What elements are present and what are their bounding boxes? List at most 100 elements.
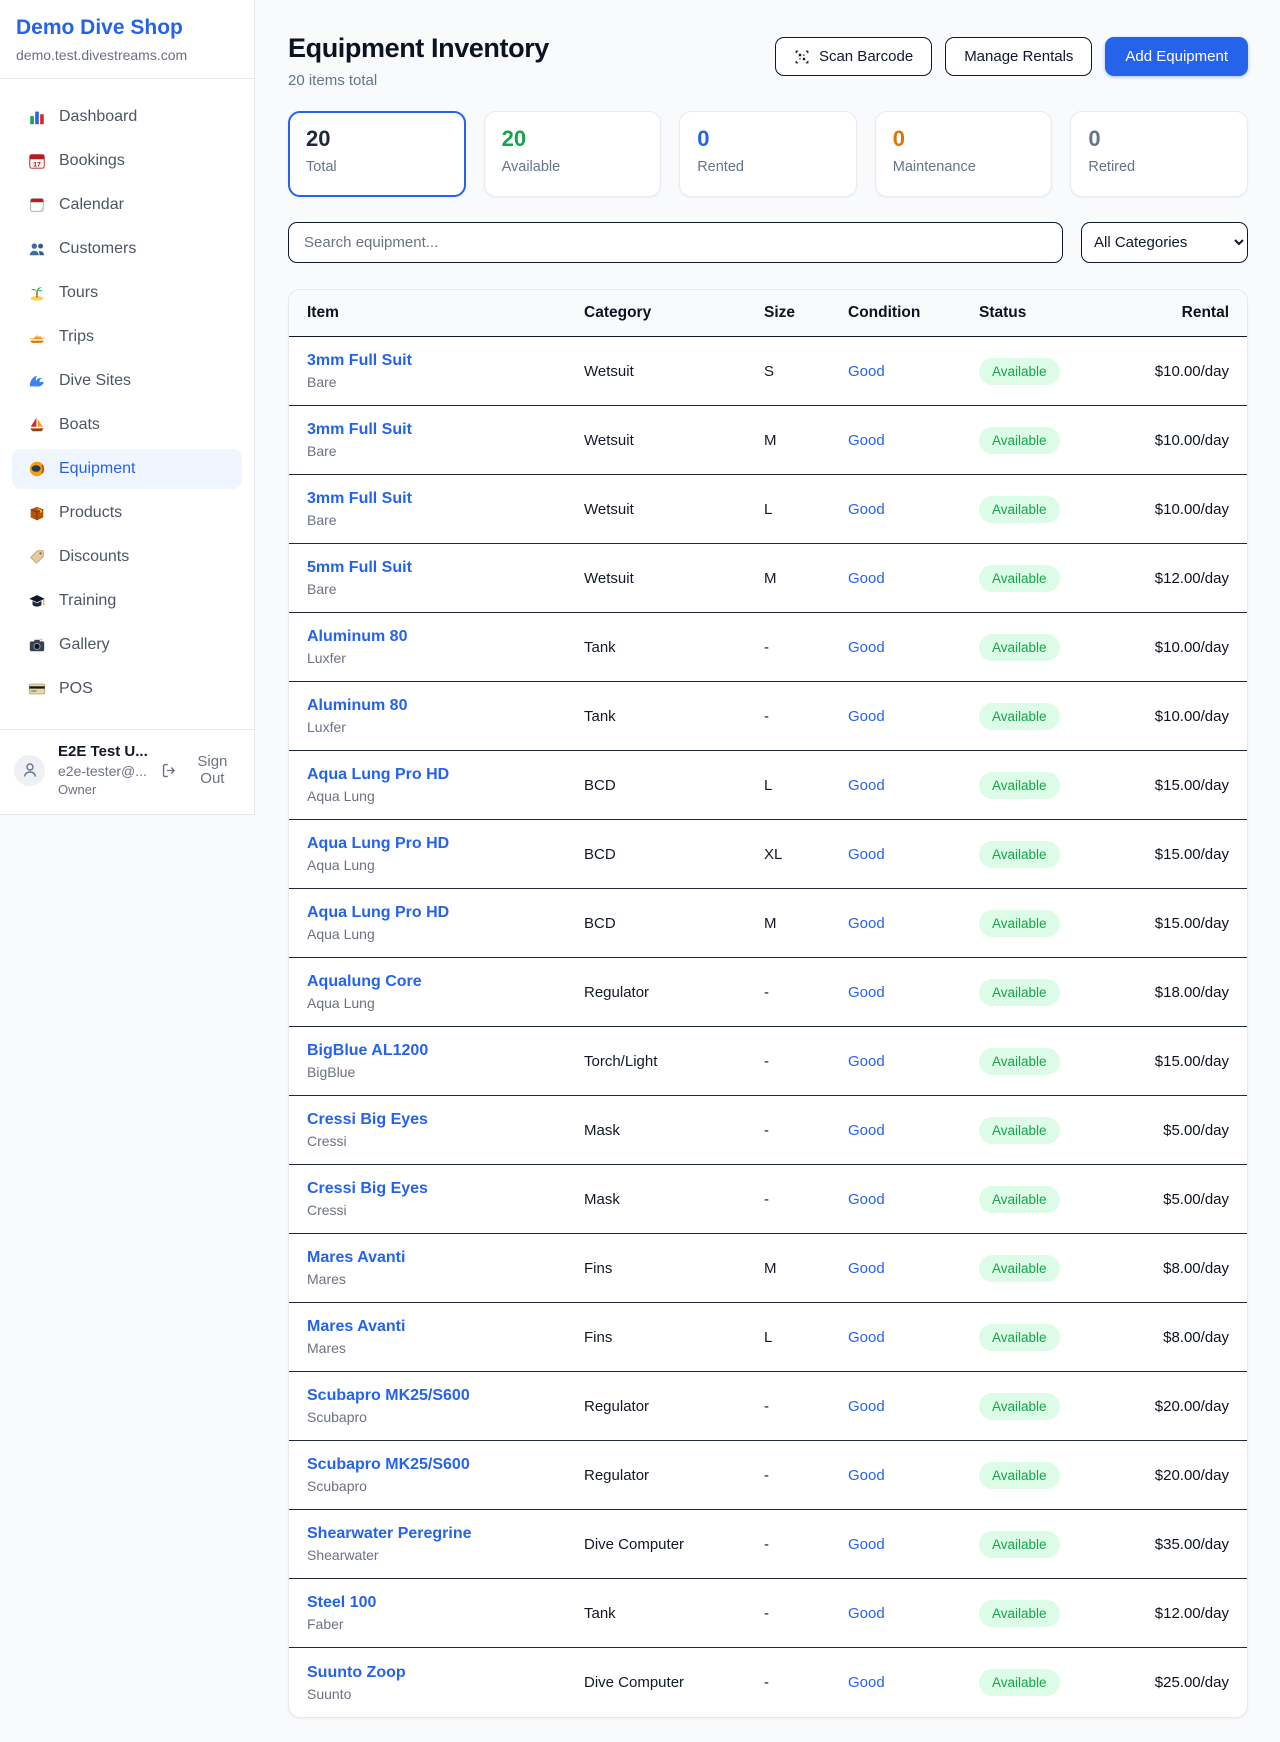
item-link[interactable]: Steel 100 (307, 1594, 377, 1611)
item-condition-link[interactable]: Good (848, 569, 885, 587)
item-link[interactable]: Aqualung Core (307, 973, 422, 990)
item-brand: Mares (307, 1340, 346, 1356)
item-condition-link[interactable]: Good (848, 1535, 885, 1553)
table-row: Shearwater Peregrine Shearwater Dive Com… (289, 1510, 1247, 1579)
sidebar-item-boats[interactable]: Boats (12, 405, 242, 445)
item-link[interactable]: 5mm Full Suit (307, 559, 412, 576)
stat-value: 20 (501, 126, 527, 151)
item-size: M (764, 431, 777, 449)
item-link[interactable]: 3mm Full Suit (307, 490, 412, 507)
item-size: - (764, 1466, 769, 1484)
stat-label: Rented (697, 159, 744, 175)
sidebar-item-calendar[interactable]: Calendar (12, 185, 242, 225)
item-condition-link[interactable]: Good (848, 707, 885, 725)
item-link[interactable]: Cressi Big Eyes (307, 1111, 428, 1128)
item-condition-link[interactable]: Good (848, 1052, 885, 1070)
stat-card-rented[interactable]: 0 Rented (679, 111, 857, 197)
status-badge: Available (979, 495, 1060, 523)
stat-card-retired[interactable]: 0 Retired (1070, 111, 1248, 197)
header-actions: Scan Barcode Manage Rentals Add Equipmen… (774, 37, 1248, 76)
item-link[interactable]: 3mm Full Suit (307, 421, 412, 438)
scan-barcode-button[interactable]: Scan Barcode (774, 37, 933, 76)
sidebar-item-trips[interactable]: Trips (12, 317, 242, 357)
item-link[interactable]: Scubapro MK25/S600 (307, 1387, 470, 1404)
status-badge: Available (979, 771, 1060, 799)
sidebar-item-bookings[interactable]: 17 Bookings (12, 141, 242, 181)
sidebar-item-pos[interactable]: POS (12, 669, 242, 709)
sidebar-item-tours[interactable]: Tours (12, 273, 242, 313)
status-badge: Available (979, 1116, 1060, 1144)
brand-name[interactable]: Demo Dive Shop (16, 16, 183, 39)
item-link[interactable]: Aqua Lung Pro HD (307, 904, 450, 921)
item-condition-link[interactable]: Good (848, 638, 885, 656)
item-category: Mask (584, 1121, 620, 1139)
item-condition-link[interactable]: Good (848, 431, 885, 449)
table-row: 5mm Full Suit Bare Wetsuit M Good Availa… (289, 544, 1247, 613)
table-row: 3mm Full Suit Bare Wetsuit S Good Availa… (289, 337, 1247, 406)
item-condition-link[interactable]: Good (848, 776, 885, 794)
item-condition-link[interactable]: Good (848, 362, 885, 380)
item-condition-link[interactable]: Good (848, 983, 885, 1001)
status-badge: Available (979, 1599, 1060, 1627)
item-link[interactable]: 3mm Full Suit (307, 352, 412, 369)
item-link[interactable]: Aqua Lung Pro HD (307, 835, 450, 852)
svg-text:17: 17 (33, 161, 41, 168)
item-size: - (764, 1121, 769, 1139)
sidebar-item-discounts[interactable]: Discounts (12, 537, 242, 577)
item-condition-link[interactable]: Good (848, 914, 885, 932)
item-link[interactable]: Scubapro MK25/S600 (307, 1456, 470, 1473)
status-badge: Available (979, 978, 1060, 1006)
stat-card-maintenance[interactable]: 0 Maintenance (874, 111, 1053, 197)
column-header-size: Size (764, 304, 796, 321)
sidebar-item-training[interactable]: Training (12, 581, 242, 621)
manage-rentals-button[interactable]: Manage Rentals (945, 37, 1093, 76)
item-status-cell: Available (979, 357, 1129, 385)
item-link[interactable]: Aluminum 80 (307, 628, 408, 645)
item-condition-link[interactable]: Good (848, 845, 885, 863)
item-condition-link[interactable]: Good (848, 1674, 885, 1691)
status-badge: Available (979, 840, 1060, 868)
item-category: Fins (584, 1328, 613, 1346)
item-condition-link[interactable]: Good (848, 1604, 885, 1622)
stat-card-total[interactable]: 20 Total (288, 111, 466, 197)
stat-card-available[interactable]: 20 Available (483, 111, 662, 197)
sidebar-item-dive-sites[interactable]: Dive Sites (12, 361, 242, 401)
item-size: S (764, 362, 775, 380)
item-category: BCD (584, 914, 616, 932)
item-size: - (764, 1535, 769, 1553)
item-link[interactable]: Cressi Big Eyes (307, 1180, 428, 1197)
item-condition-link[interactable]: Good (848, 1328, 885, 1346)
item-condition-link[interactable]: Good (848, 1397, 885, 1415)
item-link[interactable]: Shearwater Peregrine (307, 1525, 472, 1542)
item-condition-link[interactable]: Good (848, 1466, 885, 1484)
sidebar-item-dashboard[interactable]: Dashboard (12, 97, 242, 137)
item-link[interactable]: Suunto Zoop (307, 1663, 406, 1681)
status-badge: Available (979, 1185, 1060, 1213)
sidebar-item-products[interactable]: Products (12, 493, 242, 533)
item-size: M (764, 1259, 777, 1277)
credit-card-icon (28, 680, 46, 698)
item-status-cell: Available (979, 1185, 1129, 1213)
item-status-cell: Available (979, 1047, 1129, 1075)
item-link[interactable]: Aluminum 80 (307, 697, 408, 714)
search-input[interactable] (288, 222, 1063, 263)
item-link[interactable]: Mares Avanti (307, 1318, 406, 1335)
item-link[interactable]: BigBlue AL1200 (307, 1042, 429, 1059)
item-condition-link[interactable]: Good (848, 500, 885, 518)
sidebar-item-customers[interactable]: Customers (12, 229, 242, 269)
item-brand: Bare (307, 581, 337, 597)
island-icon (28, 284, 46, 302)
sidebar-item-equipment[interactable]: Equipment (12, 449, 242, 489)
item-condition-link[interactable]: Good (848, 1259, 885, 1277)
item-condition-link[interactable]: Good (848, 1121, 885, 1139)
add-equipment-button[interactable]: Add Equipment (1105, 37, 1248, 76)
sidebar-item-gallery[interactable]: Gallery (12, 625, 242, 665)
sign-out-button[interactable]: Sign Out (161, 753, 240, 787)
stat-value: 0 (1088, 126, 1101, 151)
sailboat-icon (28, 416, 46, 434)
item-link[interactable]: Mares Avanti (307, 1249, 406, 1266)
category-select[interactable]: All Categories (1081, 222, 1248, 263)
item-condition-link[interactable]: Good (848, 1190, 885, 1208)
table-row: Cressi Big Eyes Cressi Mask - Good Avail… (289, 1096, 1247, 1165)
item-link[interactable]: Aqua Lung Pro HD (307, 766, 450, 783)
